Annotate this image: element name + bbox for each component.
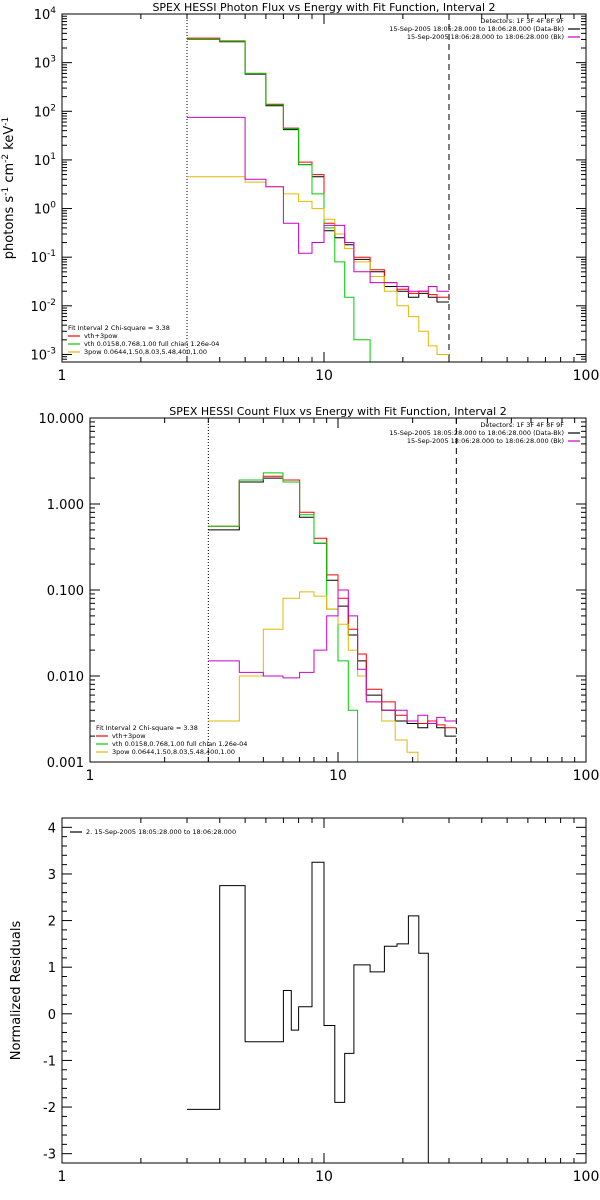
series-vth-3pow — [187, 37, 449, 298]
series-vth — [187, 38, 449, 363]
series-data-bk — [187, 38, 449, 303]
legend-line: vth+3pow — [112, 732, 146, 740]
legend-line: Fit Interval 2 Chi-square = 3.38 — [96, 724, 198, 732]
x-tick-label: 10 — [329, 768, 347, 784]
y-axis-label: Normalized Residuals — [9, 921, 24, 1061]
y-tick-label: 10-1 — [30, 249, 56, 266]
panel-1: SPEX HESSI Photon Flux vs Energy with Fi… — [1, 1, 599, 384]
y-tick-label: -2 — [43, 1101, 56, 1116]
y-tick-label: 100 — [34, 201, 57, 218]
chart-title: SPEX HESSI Photon Flux vs Energy with Fi… — [152, 1, 495, 14]
panel-3: Normalized Residuals 1 10 100 -3 -2 -1 0 1 2 3 4 2. … — [9, 817, 600, 1185]
y-tick-label: 4 — [48, 821, 56, 836]
y-tick-label: 1.000 — [47, 498, 84, 513]
series-vth-3pow — [208, 475, 457, 729]
y-tick-label: -1 — [43, 1054, 56, 1069]
info-line: Detectors: 1F 3F 4F 8F 9F — [480, 421, 564, 429]
y-tick-label: -3 — [43, 1148, 56, 1163]
x-tick-label: 10 — [315, 368, 333, 384]
y-axis-label: photons s-1 cm-2 keV-1 — [1, 117, 17, 259]
legend-line: 2. 15-Sep-2005 18:05:28.000 to 18:06:28.… — [86, 828, 236, 836]
x-tick-label: 1 — [86, 768, 95, 784]
series-residuals — [187, 861, 449, 1164]
x-tick-label: 10 — [315, 1169, 333, 1185]
info-line: 15-Sep-2005 18:06:28.000 to 18:06:28.000… — [407, 437, 564, 445]
info-line: Detectors: 1F 3F 4F 8F 9F — [480, 17, 564, 25]
series-vth — [208, 472, 457, 763]
legend-line: Fit Interval 2 Chi-square = 3.38 — [68, 324, 170, 332]
y-tick-label: 0.100 — [47, 584, 84, 599]
chart-title: SPEX HESSI Count Flux vs Energy with Fit… — [169, 405, 506, 418]
info-line: 15-Sep-2005 18:05:28.000 to 18:06:28.000… — [389, 25, 564, 33]
info-line: 15-Sep-2005 18:06:28.000 to 18:06:28.000… — [407, 33, 564, 41]
x-tick-label: 100 — [573, 1169, 600, 1185]
y-tick-label: 10-3 — [30, 346, 56, 363]
series-data-bk — [208, 477, 457, 737]
y-tick-label: 0.010 — [47, 670, 84, 685]
y-tick-label: 102 — [34, 103, 56, 120]
y-tick-label: 1 — [48, 961, 56, 976]
x-tick-label: 100 — [573, 768, 600, 784]
y-tick-label: 3 — [48, 868, 56, 883]
y-tick-label: 101 — [34, 152, 56, 169]
legend-line: vth 0.0158,0.768,1.00 full chian 1.26e-0… — [112, 740, 247, 748]
series-bk — [208, 589, 457, 724]
panel-2: SPEX HESSI Count Flux vs Energy with Fit… — [39, 405, 600, 784]
series-3pow — [208, 591, 457, 763]
info-line: 15-Sep-2005 18:05:28.000 to 18:06:28.000… — [389, 429, 564, 437]
x-tick-label: 1 — [58, 1169, 67, 1185]
x-tick-label: 100 — [573, 368, 600, 384]
y-tick-label: 10.000 — [39, 412, 85, 427]
legend-line: 3pow 0.0644,1.50,8.03,5.48,400,1.00 — [112, 748, 235, 756]
y-tick-label: 0 — [48, 1008, 56, 1023]
legend-line: vth+3pow — [84, 332, 118, 340]
series-bk — [187, 116, 449, 292]
series-3pow — [187, 176, 449, 355]
x-tick-label: 1 — [58, 368, 67, 384]
y-tick-label: 10-2 — [30, 298, 56, 315]
y-tick-label: 0.001 — [47, 756, 84, 771]
y-tick-label: 2 — [48, 915, 56, 930]
y-tick-label: 104 — [34, 6, 57, 23]
legend-line: vth 0.0158,0.768,1.00 full chian 1.26e-0… — [84, 340, 219, 348]
y-tick-label: 103 — [34, 55, 56, 72]
legend-line: 3pow 0.0644,1.50,8.03,5.48,400,1.00 — [84, 348, 207, 356]
